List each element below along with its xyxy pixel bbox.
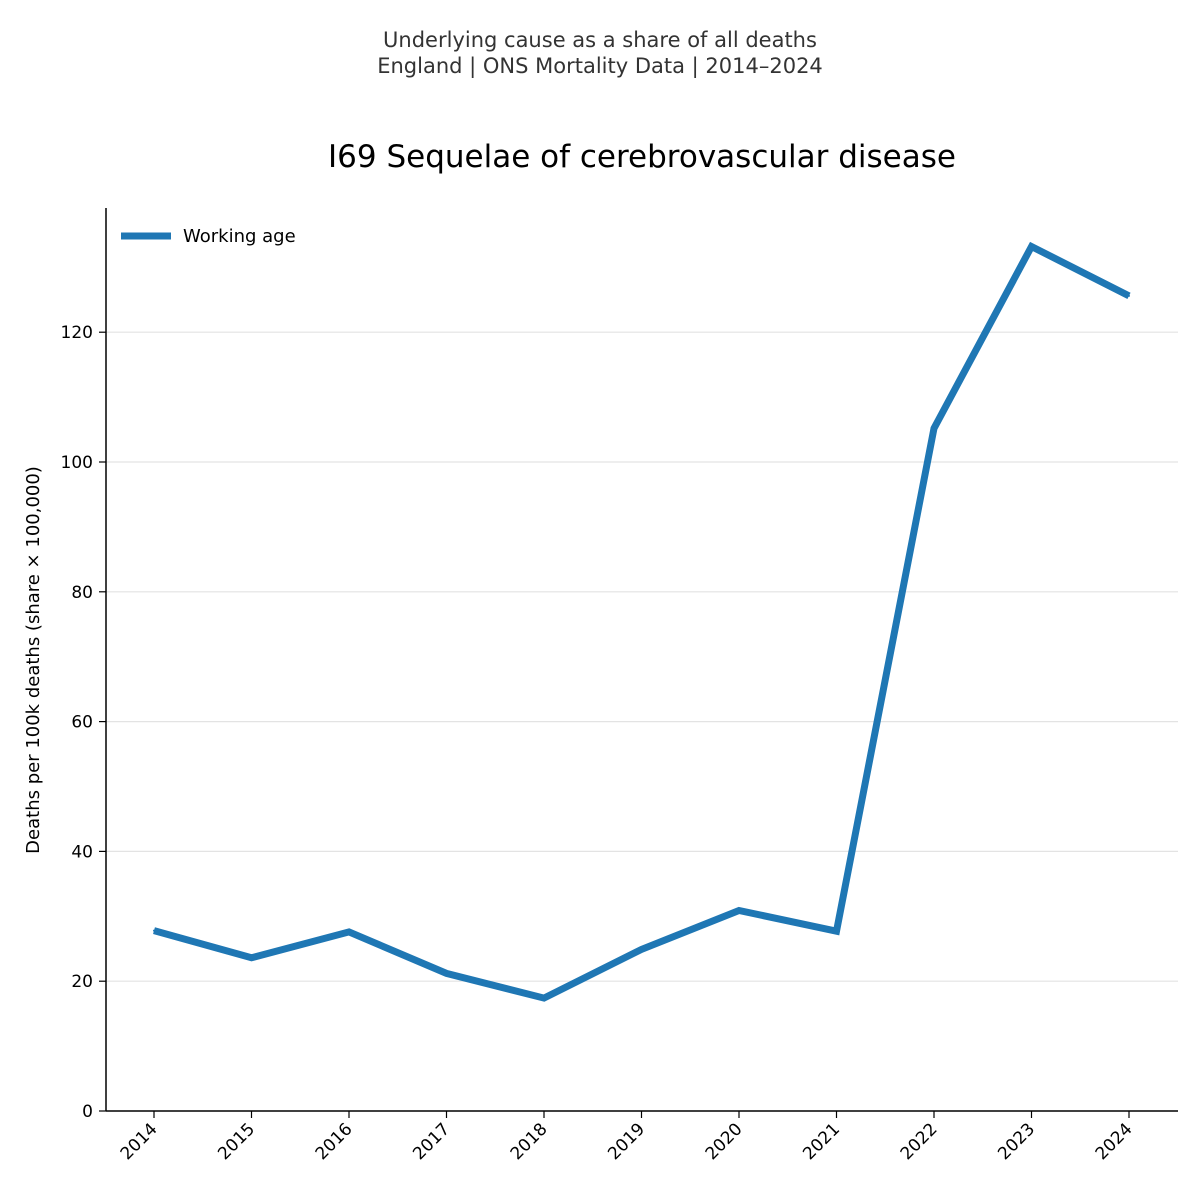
data-point-2024 <box>1128 294 1130 297</box>
x-tick-label-2014: 2014 <box>117 1119 162 1164</box>
y-tick-label-80: 80 <box>71 583 93 603</box>
x-tick-label-2018: 2018 <box>507 1119 552 1164</box>
data-point-2016 <box>348 930 350 933</box>
data-point-2021 <box>835 930 838 933</box>
series-line-working-age <box>153 241 1131 1002</box>
x-tick-label-2023: 2023 <box>994 1119 1039 1164</box>
y-tick-label-20: 20 <box>71 972 93 992</box>
y-tick-label-100: 100 <box>61 453 93 473</box>
data-point-2015 <box>250 956 253 959</box>
y-tick-label-40: 40 <box>71 842 93 862</box>
y-tick-label-0: 0 <box>82 1102 93 1122</box>
data-point-2018 <box>543 997 545 1000</box>
data-point-2022 <box>933 427 935 430</box>
x-tick-label-2020: 2020 <box>702 1119 747 1164</box>
y-axis-label: Deaths per 100k deaths (share × 100,000) <box>23 466 44 854</box>
chart-subtitle-line1: Underlying cause as a share of all death… <box>383 28 817 52</box>
legend-label-working-age: Working age <box>183 226 296 247</box>
chart-title: I69 Sequelae of cerebrovascular disease <box>328 139 956 175</box>
data-point-2023 <box>1030 245 1033 248</box>
y-tick-label-120: 120 <box>61 323 93 343</box>
y-tick-label-60: 60 <box>71 713 93 733</box>
gridlines <box>106 331 1178 982</box>
data-point-2020 <box>738 909 740 912</box>
chart-subtitle-line2: England | ONS Mortality Data | 2014–2024 <box>377 54 823 79</box>
x-tick-label-2019: 2019 <box>604 1119 649 1164</box>
x-tick-label-2022: 2022 <box>897 1119 942 1164</box>
x-tick-label-2024: 2024 <box>1092 1119 1137 1164</box>
data-point-2014 <box>153 929 155 932</box>
x-tick-label-2015: 2015 <box>214 1119 259 1164</box>
legend: Working age <box>121 226 296 247</box>
series <box>153 241 1131 1002</box>
data-point-2019 <box>640 948 643 951</box>
axes <box>105 208 1178 1112</box>
x-tick-label-2017: 2017 <box>409 1119 454 1164</box>
ticks: 0 20 40 60 80 100 120 2014 2015 2016 2017 2018 2019 2… <box>61 323 1137 1164</box>
data-point-2017 <box>445 972 448 975</box>
x-tick-label-2016: 2016 <box>312 1119 357 1164</box>
x-tick-label-2021: 2021 <box>799 1119 844 1164</box>
